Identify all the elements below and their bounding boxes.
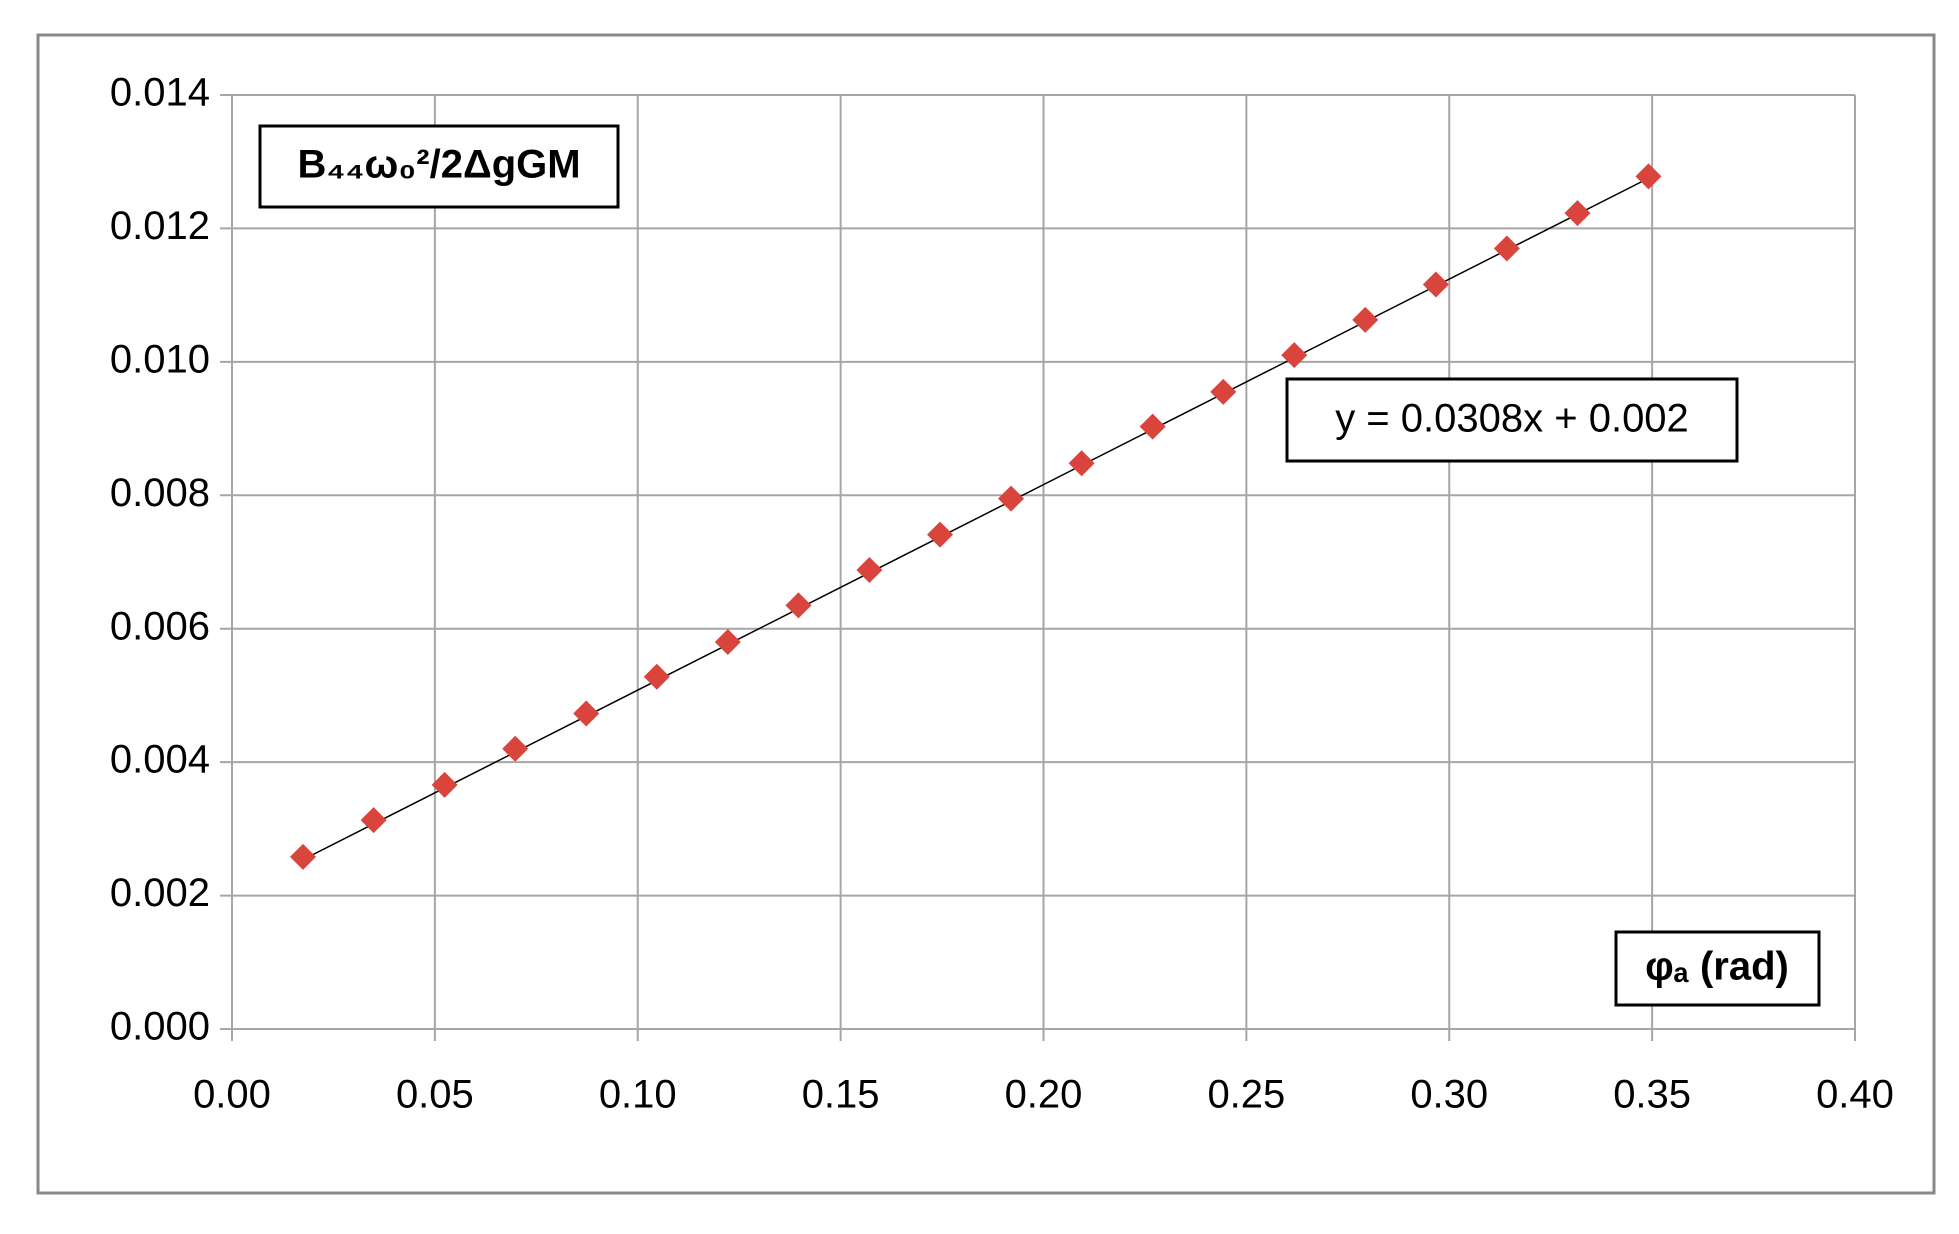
plot-area: 0.000 0.002 0.004 0.006 0.008 0.010 0.012 0.014…	[110, 71, 1894, 1117]
x-tick-label: 0.25	[1207, 1073, 1285, 1117]
data-point	[1493, 235, 1520, 262]
data-point	[1352, 306, 1379, 333]
trendline	[302, 177, 1649, 861]
x-tick-label: 0.00	[193, 1073, 271, 1117]
y-tick-label: 0.012	[110, 204, 210, 248]
y-tick-label: 0.008	[110, 471, 210, 515]
x-tick-label: 0.30	[1410, 1073, 1488, 1117]
y-axis-label: B₄₄ω₀²/2ΔgGM	[297, 143, 580, 187]
data-point	[431, 771, 458, 798]
data-point	[927, 521, 954, 548]
data-point	[785, 592, 812, 619]
y-tick-label: 0.006	[110, 604, 210, 648]
equation-box	[1285, 377, 1739, 463]
y-tick-label: 0.004	[110, 738, 210, 782]
data-point	[1068, 450, 1095, 477]
data-point	[1635, 163, 1662, 190]
y-tick-label: 0.010	[110, 337, 210, 381]
x-axis-label: φₐ (rad)	[1645, 945, 1789, 989]
y-tick-label: 0.014	[110, 71, 210, 115]
x-tick-label: 0.20	[1005, 1073, 1083, 1117]
data-point	[1422, 271, 1449, 298]
x-tick-label: 0.05	[396, 1073, 474, 1117]
x-tick-label: 0.40	[1816, 1073, 1894, 1117]
data-point	[1139, 413, 1166, 440]
data-point	[998, 485, 1025, 512]
y-tick-label: 0.002	[110, 871, 210, 915]
y-tick-label: 0.000	[110, 1005, 210, 1049]
data-point	[1281, 342, 1308, 369]
data-point	[1564, 200, 1591, 227]
x-tick-label: 0.10	[599, 1073, 677, 1117]
data-point	[573, 700, 600, 727]
x-label-box	[1614, 930, 1821, 1007]
chart-frame	[36, 33, 1936, 1195]
y-label-box	[258, 124, 620, 209]
data-point	[643, 663, 670, 690]
data-point	[290, 843, 317, 870]
data-point	[1210, 378, 1237, 405]
data-point	[856, 557, 883, 584]
data-point	[714, 629, 741, 656]
data-point	[502, 735, 529, 762]
x-tick-label: 0.35	[1613, 1073, 1691, 1117]
trendline-equation: y = 0.0308x + 0.002	[1335, 397, 1689, 441]
x-tick-label: 0.15	[802, 1073, 880, 1117]
data-point	[360, 807, 387, 834]
